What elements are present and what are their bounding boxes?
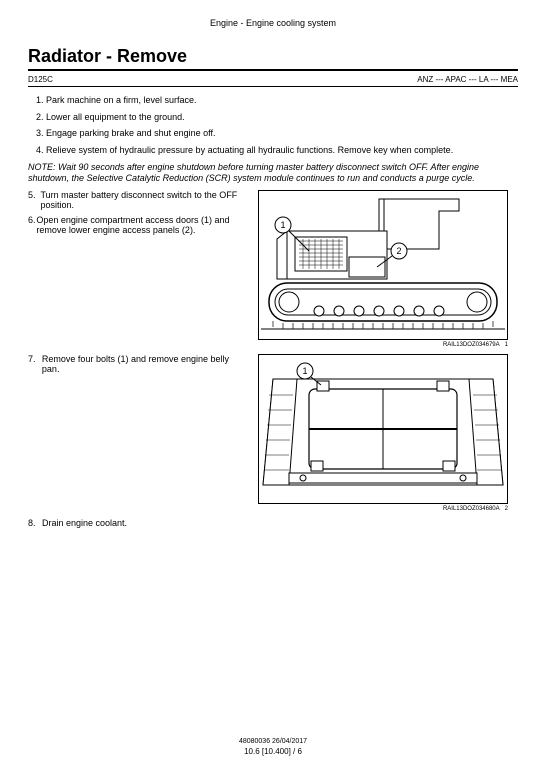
figure-1-wrap: 1 2	[258, 190, 518, 348]
callout-2-label: 2	[396, 246, 401, 256]
page-title: Radiator - Remove	[28, 46, 187, 66]
figure-1: 1 2	[258, 190, 508, 340]
figure-2: 1	[258, 354, 508, 504]
note-text: NOTE: Wait 90 seconds after engine shutd…	[28, 162, 518, 185]
dozer-side-illustration: 1 2	[259, 191, 507, 339]
callout-1-label: 1	[280, 220, 285, 230]
steps-list-a: Park machine on a firm, level surface. L…	[28, 95, 518, 157]
step-6-text: Open engine compartment access doors (1)…	[36, 215, 248, 235]
footer-docref: 48080036 26/04/2017	[0, 738, 546, 745]
step-8-num: 8.	[28, 518, 42, 528]
step-3: Engage parking brake and shut engine off…	[46, 128, 518, 140]
figure-2-wrap: 1 RAIL13DOZ034680A 2	[258, 354, 518, 512]
step-8-text: Drain engine coolant.	[42, 518, 127, 528]
header-path: Engine - Engine cooling system	[28, 18, 518, 28]
step-2: Lower all equipment to the ground.	[46, 112, 518, 124]
figure-1-caption: RAIL13DOZ034679A 1	[258, 342, 508, 348]
step-8-row: 8. Drain engine coolant.	[28, 518, 518, 528]
step-7-num: 7.	[28, 354, 42, 374]
belly-pan-illustration: 1	[259, 355, 507, 503]
regions: ANZ --- APAC --- LA --- MEA	[417, 75, 518, 84]
footer: 48080036 26/04/2017 10.6 [10.400] / 6	[0, 738, 546, 756]
step-5-num: 5.	[28, 190, 40, 210]
step-6-num: 6.	[28, 215, 36, 235]
fig2-callout-1: 1	[302, 366, 307, 376]
step-7-row: 7. Remove four bolts (1) and remove engi…	[28, 354, 518, 512]
figure-2-caption: RAIL13DOZ034680A 2	[258, 506, 508, 512]
footer-page: 10.6 [10.400] / 6	[0, 747, 546, 756]
step-4: Relieve system of hydraulic pressure by …	[46, 145, 518, 157]
title-row: Radiator - Remove	[28, 46, 518, 71]
model-code: D125C	[28, 75, 53, 84]
step-5-text: Turn master battery disconnect switch to…	[40, 190, 248, 210]
step-7-text: Remove four bolts (1) and remove engine …	[42, 354, 248, 374]
step-5-6-row: 5. Turn master battery disconnect switch…	[28, 190, 518, 348]
model-row: D125C ANZ --- APAC --- LA --- MEA	[28, 73, 518, 87]
step-1: Park machine on a firm, level surface.	[46, 95, 518, 107]
